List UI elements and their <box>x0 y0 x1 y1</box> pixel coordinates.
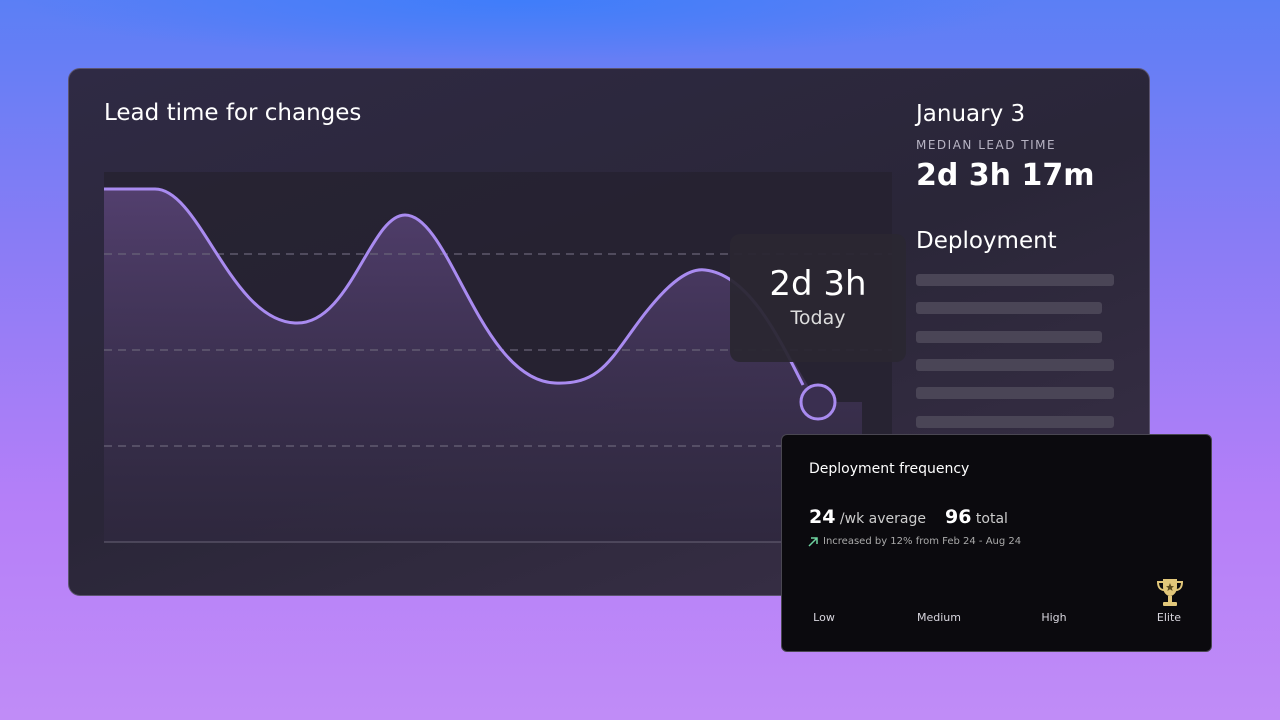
placeholder-bar <box>916 416 1114 428</box>
average-unit: /wk average <box>839 511 926 527</box>
placeholder-bar <box>916 331 1102 343</box>
average-stat: 24 /wk average <box>809 506 926 528</box>
average-value: 24 <box>809 506 836 528</box>
trend-line <box>104 187 805 386</box>
panel-title: Lead time for changes <box>104 100 362 126</box>
deployment-card <box>781 434 1212 652</box>
current-point <box>799 383 837 421</box>
total-unit: total <box>975 511 1008 527</box>
metric-label: MEDIAN LEAD TIME <box>916 138 1057 152</box>
total-stat: 96 total <box>945 506 1008 528</box>
section-title: Deployment <box>916 228 1057 254</box>
tooltip-label: Today <box>790 307 846 329</box>
level-label: High <box>1041 611 1067 624</box>
increase-arrow <box>808 537 818 547</box>
area-fill <box>104 189 862 542</box>
change-note: Increased by 12% from Feb 24 - Aug 24 <box>823 536 1022 547</box>
card-title: Deployment frequency <box>809 461 970 477</box>
metric-value: 2d 3h 17m <box>916 158 1095 193</box>
total-value: 96 <box>945 506 972 528</box>
placeholder-bar <box>916 302 1102 314</box>
level-label: Low <box>813 611 835 624</box>
summary-date: January 3 <box>916 101 1026 127</box>
level-label: Medium <box>917 611 961 624</box>
tooltip-box <box>730 234 906 362</box>
level-label: Elite <box>1156 611 1182 624</box>
placeholder-bar <box>916 387 1114 399</box>
trophy-icon <box>1156 579 1184 606</box>
grid-lines <box>104 253 892 447</box>
placeholder-bar <box>916 359 1114 371</box>
tooltip-value: 2d 3h <box>769 264 867 304</box>
placeholder-bar <box>916 274 1114 286</box>
